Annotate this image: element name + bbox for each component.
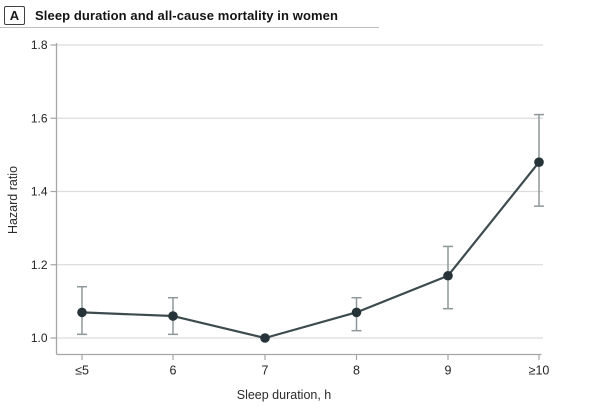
- data-point-marker: [260, 333, 270, 343]
- y-tick-label: 1.6: [31, 111, 48, 125]
- data-point-marker: [443, 270, 453, 281]
- figure-title: Sleep duration and all-cause mortality i…: [35, 7, 339, 23]
- data-point-marker: [534, 157, 544, 167]
- header-rule: [0, 27, 379, 28]
- y-tick-label: 1.2: [31, 258, 48, 272]
- x-tick-label: 8: [353, 364, 360, 378]
- y-axis-title: Hazard ratio: [6, 165, 20, 235]
- y-tick-label: 1.4: [31, 185, 48, 199]
- x-tick-label: 9: [445, 364, 452, 378]
- data-point-marker: [168, 311, 178, 321]
- hazard-ratio-line: [81, 161, 540, 340]
- y-tick-label: 1.8: [31, 38, 48, 52]
- panel-label-box: A: [4, 5, 25, 25]
- x-tick-label: ≥10: [529, 364, 550, 378]
- x-tick-label: 7: [262, 364, 269, 378]
- data-point-marker: [351, 307, 362, 318]
- x-axis-title: Sleep duration, h: [236, 388, 332, 402]
- panel-label: A: [9, 7, 20, 23]
- x-tick-label: 6: [170, 364, 177, 378]
- figure-header: A Sleep duration and all-cause mortality…: [4, 4, 338, 26]
- y-tick-label: 1.0: [31, 331, 48, 345]
- x-tick-label: ≤5: [75, 364, 89, 378]
- data-point-marker: [77, 307, 87, 318]
